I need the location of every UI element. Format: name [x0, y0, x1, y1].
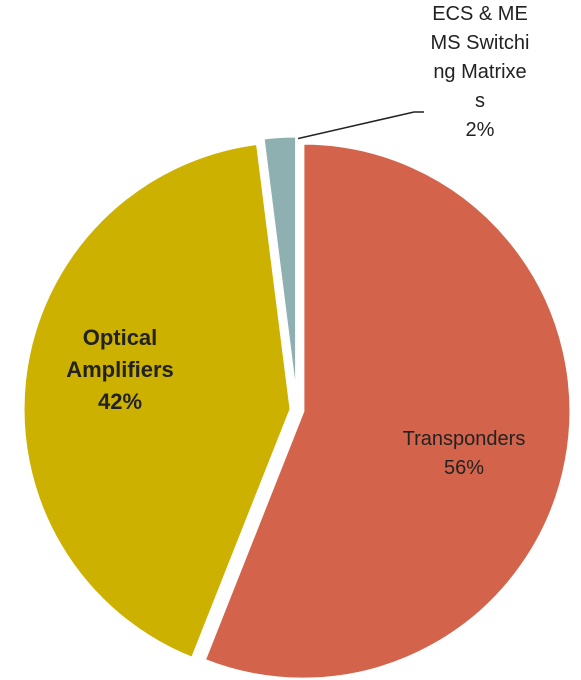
slice-label: ECS & MEMS Switching Matrixes 2%	[430, 0, 530, 145]
category-label: Optical Amplifiers	[66, 325, 174, 382]
value-label: 56%	[443, 457, 485, 479]
slice-label: Optical Amplifiers 42%	[45, 322, 195, 418]
label-box: Transponders 56%	[400, 425, 528, 483]
value-label: 2%	[465, 119, 495, 141]
category-label: ECS & MEMS Switching Matrixes	[430, 3, 530, 112]
pie-slice	[261, 134, 299, 405]
category-label: Transponders	[402, 428, 526, 450]
pie-slice	[21, 141, 293, 661]
value-label: 42%	[97, 388, 143, 414]
pie-slice	[202, 141, 573, 680]
label-box: Optical Amplifiers 42%	[45, 322, 195, 418]
slice-label: Transponders 56%	[400, 425, 528, 483]
label-box: ECS & MEMS Switching Matrixes 2%	[430, 0, 530, 145]
leader-line	[282, 111, 424, 143]
